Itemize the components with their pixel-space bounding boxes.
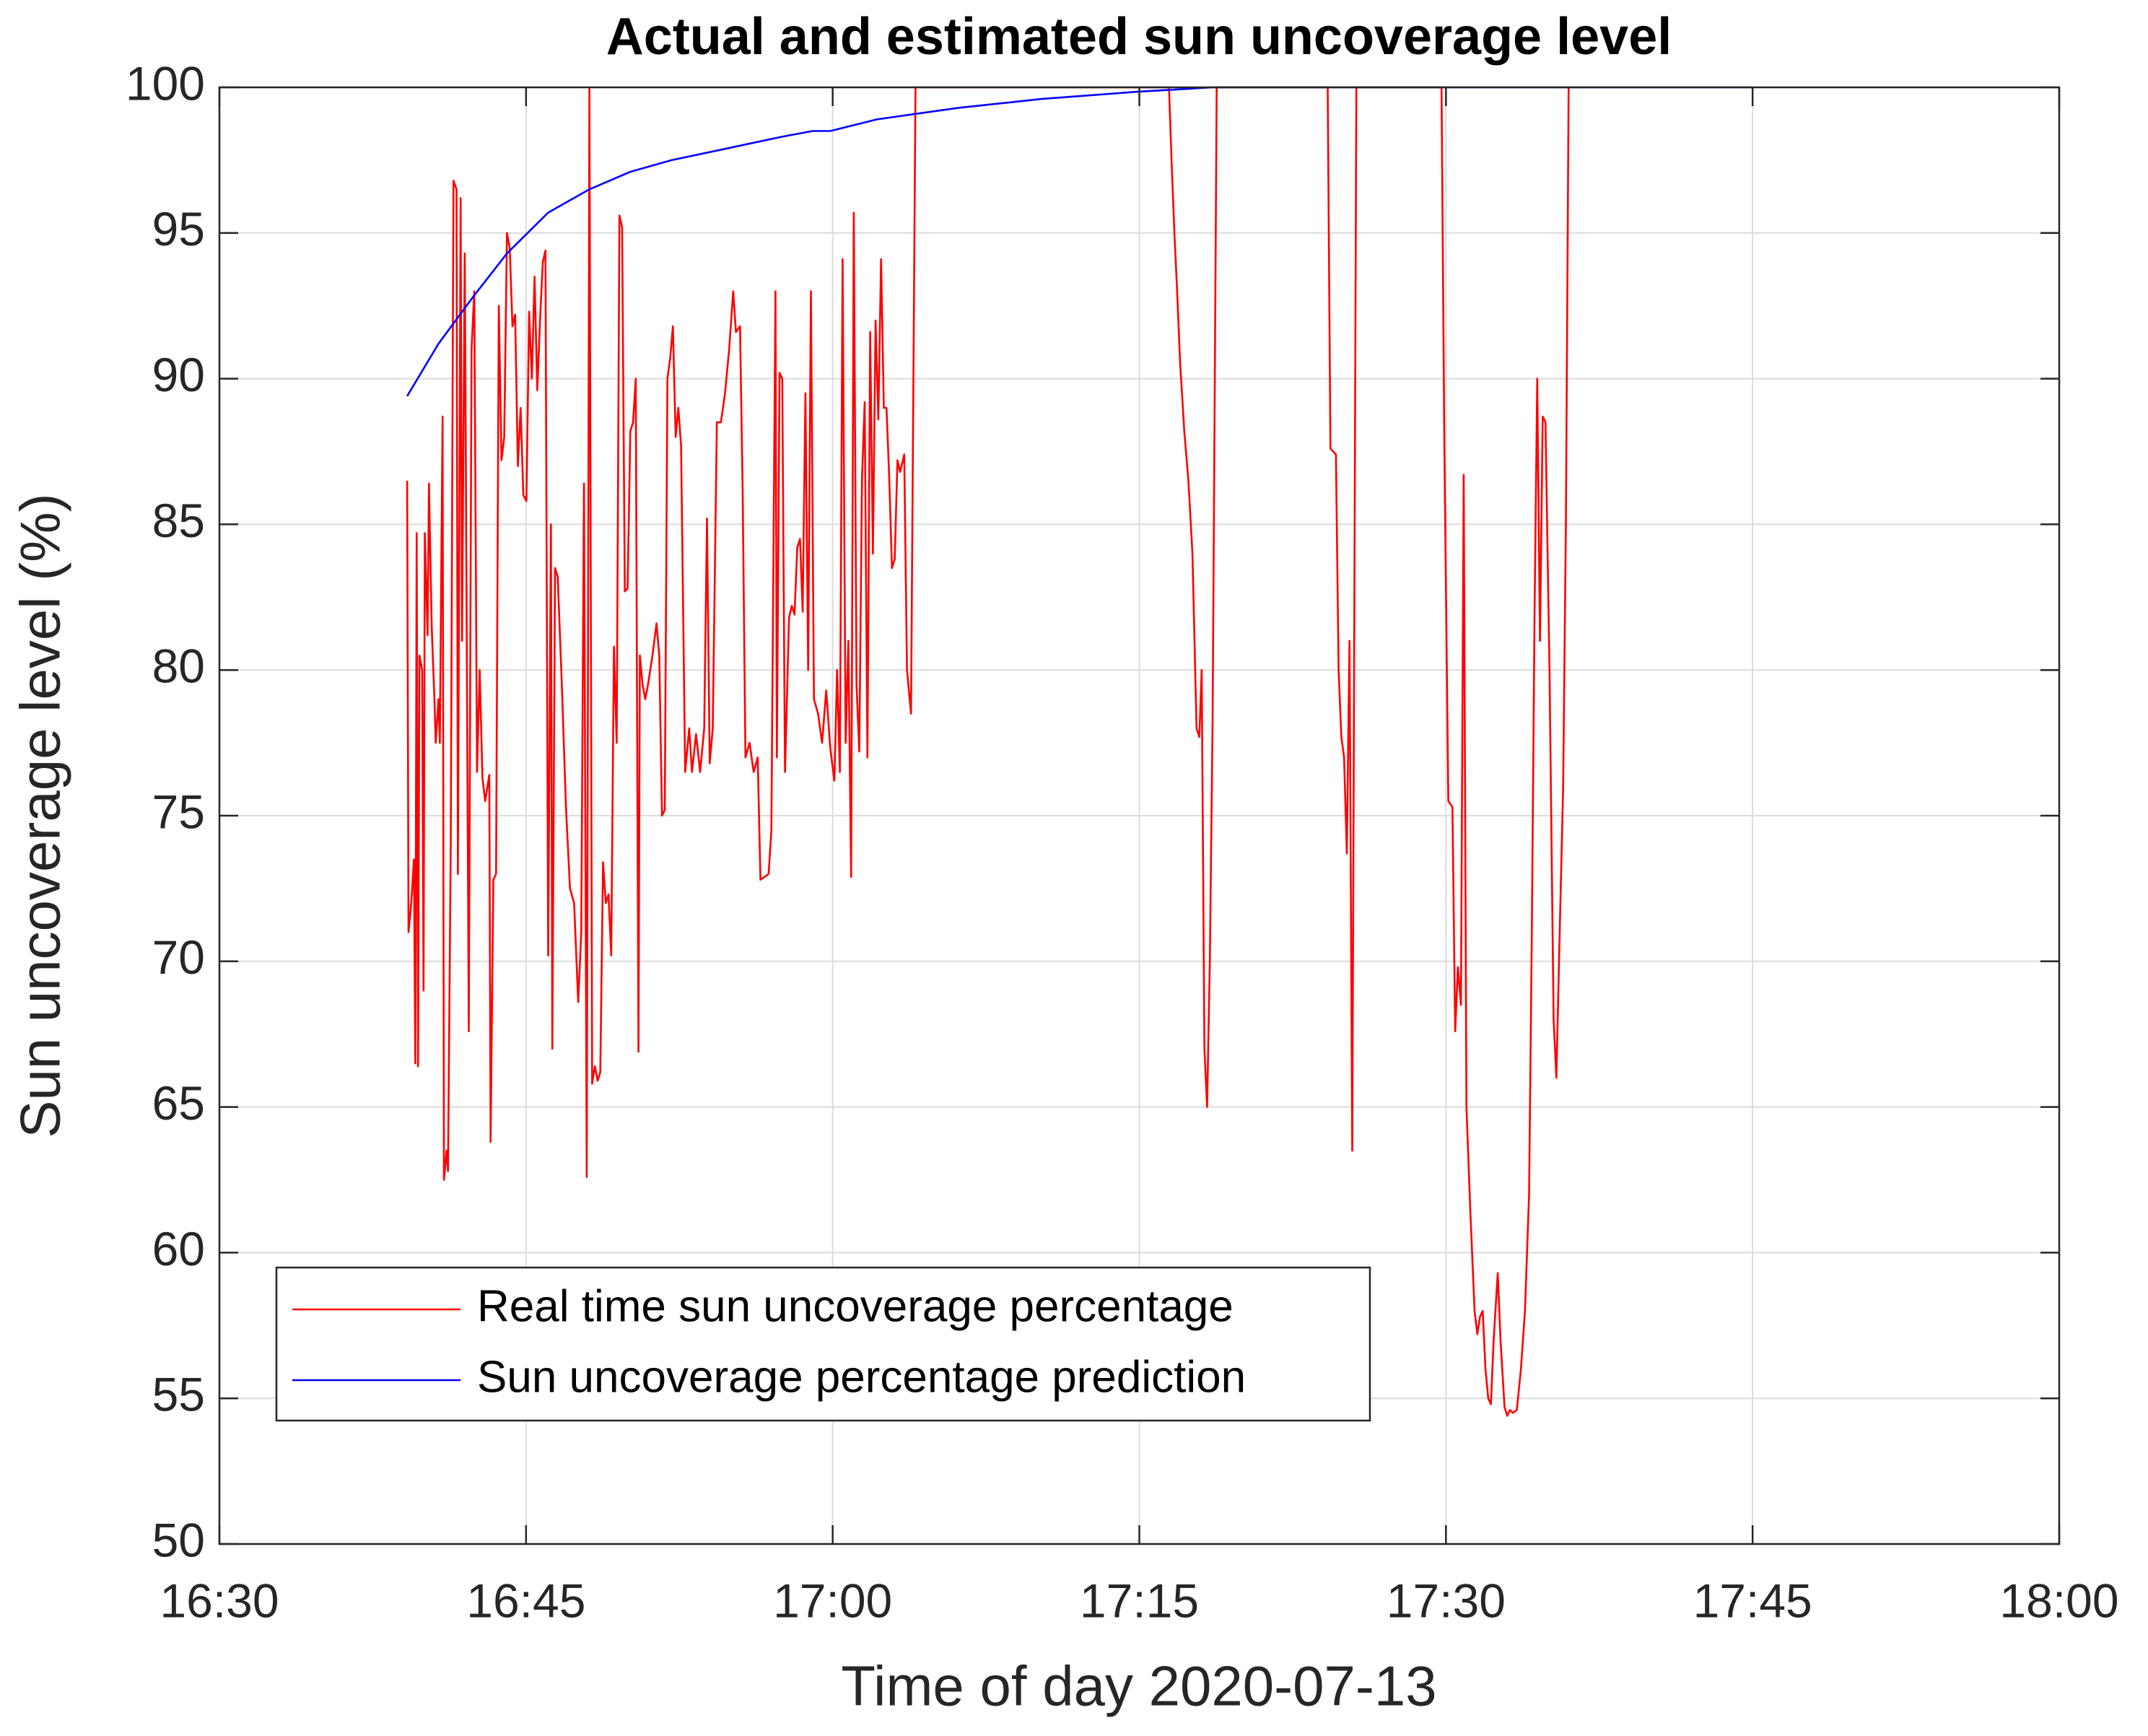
y-tick-label: 55 (152, 1368, 205, 1421)
y-tick-label: 70 (152, 930, 205, 984)
y-tick-label: 75 (152, 785, 205, 838)
x-tick-label: 17:15 (1080, 1574, 1199, 1627)
legend-box (275, 1266, 1371, 1422)
legend: Real time sun uncoverage percentage Sun u… (275, 1266, 1371, 1422)
y-tick-label: 80 (152, 640, 205, 693)
legend-label: Sun uncoverage percentage prediction (477, 1352, 1246, 1402)
y-tick-label: 95 (152, 202, 205, 256)
x-tick-label: 16:30 (160, 1574, 279, 1627)
x-tick-label: 17:30 (1387, 1574, 1506, 1627)
y-axis-label: Sun uncoverage level (%) (9, 493, 72, 1138)
chart-title: Actual and estimated sun uncoverage leve… (606, 8, 1672, 66)
plot-frame (218, 86, 2061, 1545)
data-line (406, 86, 1753, 397)
y-tick-label: 85 (152, 494, 205, 547)
x-tick-label: 16:45 (466, 1574, 585, 1627)
x-axis-label: Time of day 2020-07-13 (841, 1654, 1436, 1718)
legend-label: Real time sun uncoverage percentage (477, 1281, 1234, 1331)
y-tick-label: 60 (152, 1222, 205, 1275)
y-tick-label: 65 (152, 1076, 205, 1130)
y-tick-label: 50 (152, 1513, 205, 1566)
x-tick-label: 18:00 (1999, 1574, 2118, 1627)
x-tick-label: 17:00 (773, 1574, 892, 1627)
axes: 50 55 60 65 70 75 80 85 90 95 100 16:30 16:45 17:00 17… (126, 56, 2119, 1627)
y-tick-label: 90 (152, 348, 205, 401)
x-tick-label: 17:45 (1693, 1574, 1812, 1627)
y-tick-label: 100 (126, 56, 205, 110)
